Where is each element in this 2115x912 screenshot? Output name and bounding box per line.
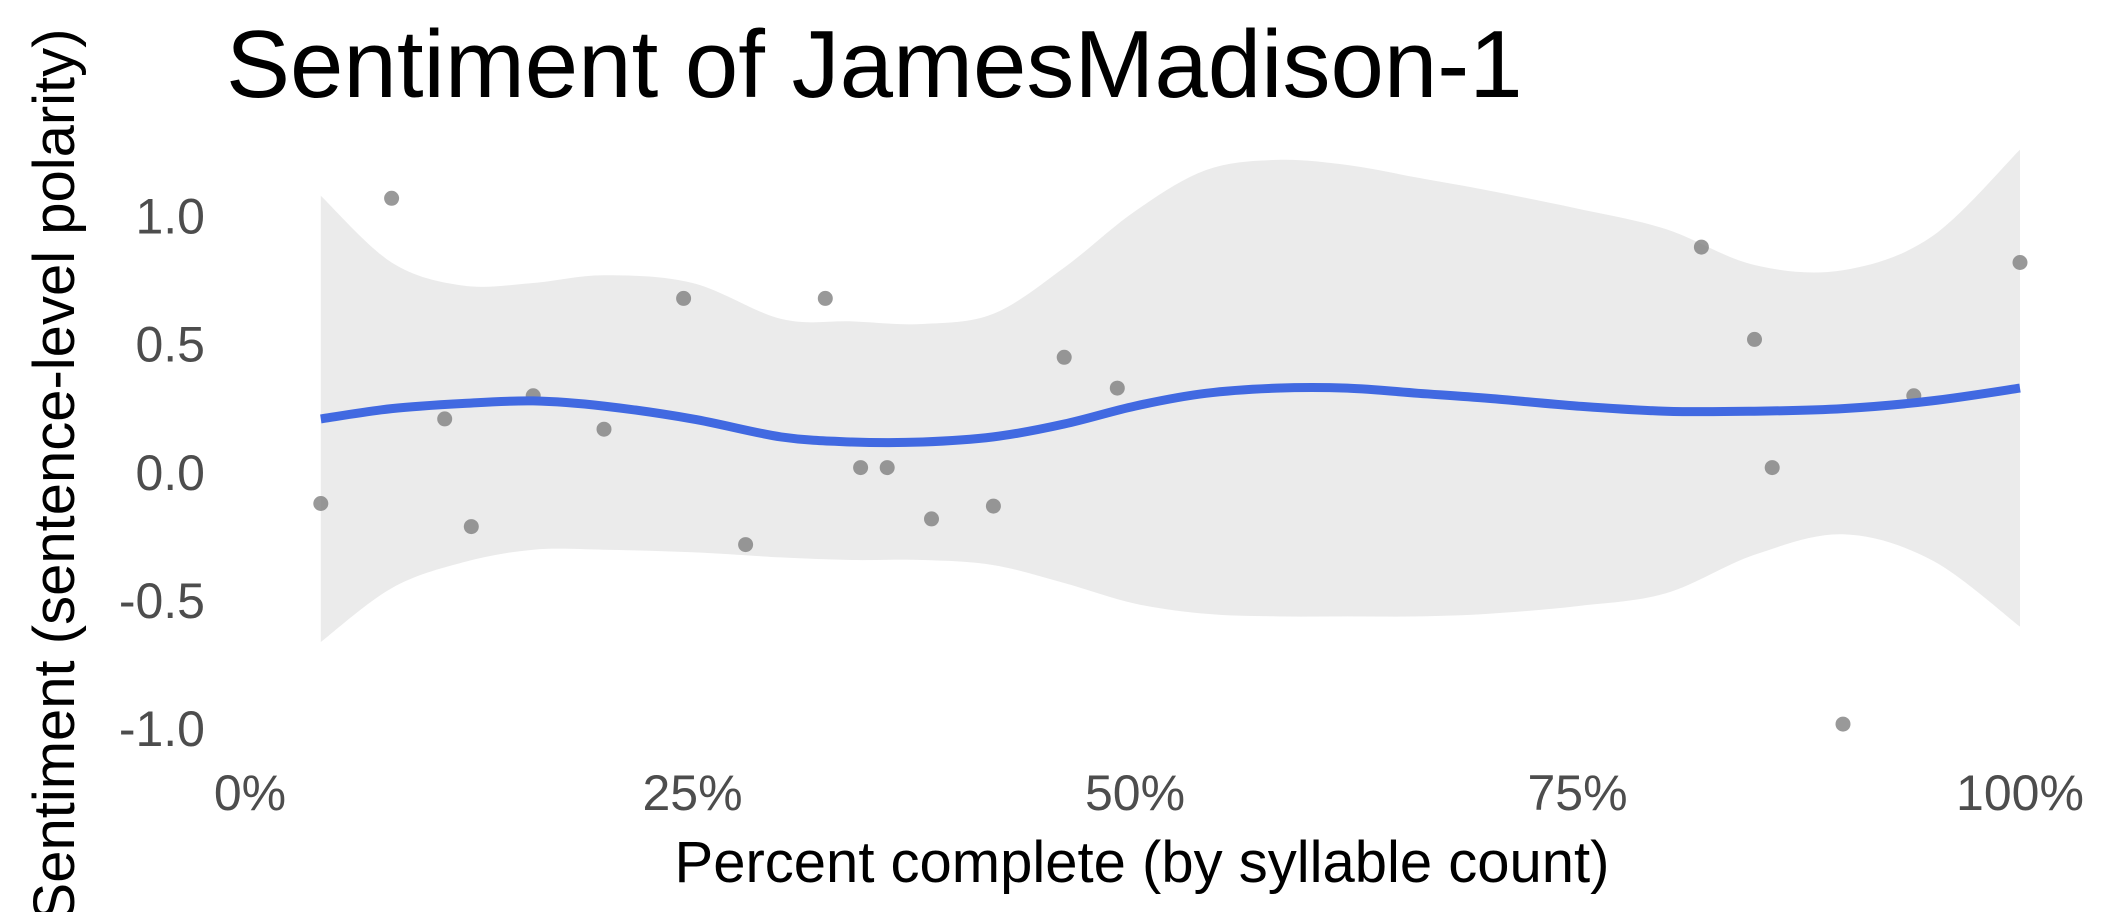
x-tick-label: 75% [1527, 765, 1627, 821]
x-tick-label: 0% [214, 765, 286, 821]
data-point-16 [1693, 239, 1709, 255]
chart-title: Sentiment of JamesMadison-1 [226, 11, 1523, 118]
data-points-layer [313, 190, 2028, 732]
data-point-19 [1835, 716, 1851, 732]
x-axis-title: Percent complete (by syllable count) [675, 830, 1610, 895]
x-axis-tick-labels: 0% 25% 50% 75% 100% [214, 765, 2084, 821]
x-tick-label: 100% [1956, 765, 2084, 821]
data-point-2 [384, 190, 400, 206]
data-point-21 [2012, 255, 2028, 270]
data-point-12 [924, 511, 939, 527]
y-axis-title: Sentiment (sentence-level polarity) [22, 29, 87, 912]
data-point-7 [676, 290, 692, 306]
data-point-15 [1109, 380, 1125, 396]
y-tick-label: 0.5 [135, 317, 205, 373]
data-point-11 [879, 460, 895, 476]
data-point-6 [596, 421, 612, 437]
x-tick-label: 50% [1085, 765, 1185, 821]
data-point-4 [463, 519, 479, 535]
data-point-1 [313, 496, 329, 511]
y-tick-label: -1.0 [119, 701, 205, 757]
data-point-8 [738, 537, 754, 553]
smooth-trend-line [320, 383, 2021, 448]
data-point-18 [1764, 460, 1780, 476]
y-tick-label: -0.5 [119, 573, 205, 629]
y-tick-label: 0.0 [135, 445, 205, 501]
y-axis-tick-labels: -1.0 -0.5 0.0 0.5 1.0 [119, 188, 205, 757]
smooth-line-layer [320, 383, 2021, 448]
data-point-9 [817, 290, 833, 306]
data-point-10 [853, 460, 869, 476]
x-tick-label: 25% [642, 765, 742, 821]
data-point-3 [437, 411, 453, 427]
data-point-13 [985, 498, 1001, 514]
y-tick-label: 1.0 [135, 188, 205, 244]
data-point-17 [1747, 331, 1762, 347]
data-point-14 [1056, 349, 1072, 365]
